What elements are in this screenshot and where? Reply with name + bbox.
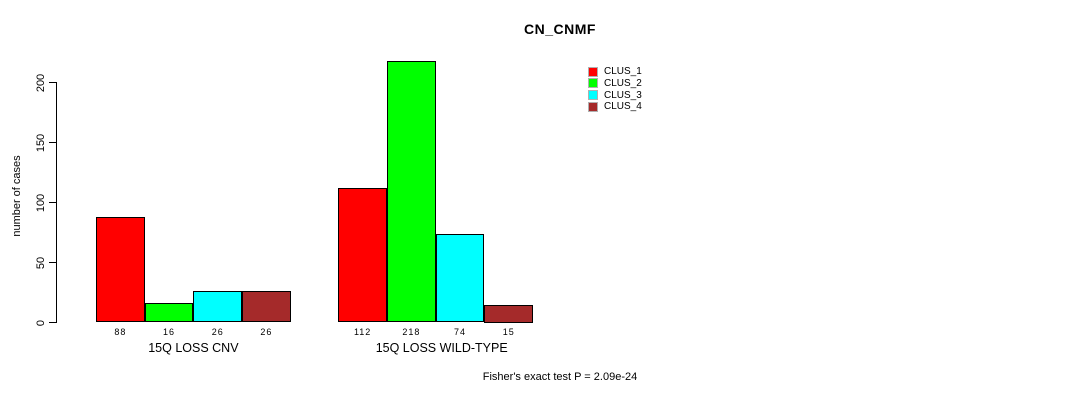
- y-axis-label: number of cases: [11, 155, 23, 237]
- bar-value-label: 88: [114, 326, 127, 337]
- bar-value-label: 74: [454, 326, 467, 337]
- y-tick-label: 200: [35, 73, 47, 92]
- legend-label: CLUS_4: [604, 101, 642, 113]
- bar-clus_3-1: [193, 291, 243, 323]
- y-tick-label: 150: [35, 133, 47, 152]
- bar-value-label: 112: [353, 326, 372, 337]
- y-tick-mark: [49, 322, 56, 323]
- y-tick-label: 100: [35, 193, 47, 212]
- legend-color-swatch: [588, 66, 598, 77]
- bar-clus_2-1: [144, 303, 194, 323]
- y-tick-mark: [49, 262, 56, 263]
- legend-item-clus_1: CLUS_1: [588, 66, 642, 77]
- bar-clus_4-1: [242, 291, 291, 323]
- bar-clus_4-2: [484, 304, 534, 323]
- y-tick-label: 0: [35, 319, 47, 326]
- bar-value-label: 16: [163, 326, 176, 337]
- bar-clus_3-2: [435, 233, 485, 323]
- bar-value-label: 26: [260, 326, 273, 337]
- legend-item-clus_2: CLUS_2: [588, 78, 642, 89]
- y-tick-mark: [49, 202, 56, 203]
- y-tick-mark: [49, 142, 56, 143]
- fisher-test-annotation: Fisher's exact test P = 2.09e-24: [482, 371, 638, 383]
- x-axis-category-label: 15Q LOSS CNV: [148, 341, 239, 355]
- legend-label: CLUS_2: [604, 77, 642, 89]
- bar-clus_2-2: [387, 60, 436, 323]
- legend-color-swatch: [588, 78, 598, 89]
- bar-clus_1-2: [338, 188, 387, 323]
- bar-value-label: 26: [211, 326, 224, 337]
- legend-color-swatch: [588, 101, 598, 112]
- x-axis-category-label: 15Q LOSS WILD-TYPE: [375, 341, 508, 355]
- legend-color-swatch: [588, 90, 598, 101]
- legend-item-clus_3: CLUS_3: [588, 90, 642, 101]
- legend-item-clus_4: CLUS_4: [588, 101, 642, 112]
- y-axis-line: [56, 82, 57, 323]
- bar-value-label: 218: [402, 326, 421, 337]
- bar-value-label: 15: [502, 326, 515, 337]
- legend-label: CLUS_3: [604, 89, 642, 101]
- y-tick-mark: [49, 82, 56, 83]
- y-tick-label: 50: [35, 256, 47, 269]
- chart-title: CN_CNMF: [524, 21, 596, 37]
- bar-clus_1-1: [96, 216, 145, 323]
- legend-label: CLUS_1: [604, 66, 642, 77]
